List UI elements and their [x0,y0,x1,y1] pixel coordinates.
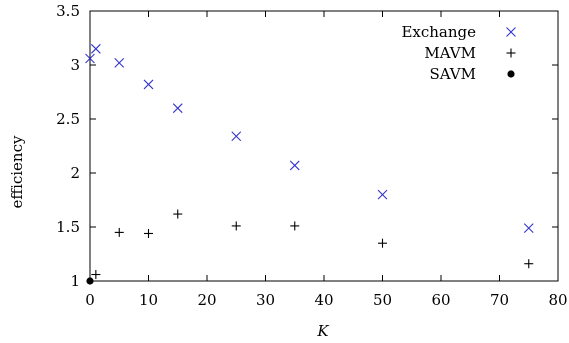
data-point [114,227,124,237]
axis-ticks [89,10,559,282]
data-point [231,221,241,231]
marker-stroke [523,223,534,233]
data-point [290,221,300,231]
legend-marker-mavm [506,48,516,58]
data-point [173,209,183,219]
series-mavm [91,209,534,280]
x-tick-label: 50 [373,291,392,309]
legend-label-savm: SAVM [429,65,476,83]
data-point [377,189,388,200]
series-exchange [85,43,534,233]
x-tick-label: 70 [490,291,509,309]
legend-marker-savm [507,70,515,78]
y-axis-label: efficiency [8,135,26,208]
marker-dot [86,277,94,285]
data-marks [85,43,534,285]
legend: Exchange MAVM SAVM [401,23,516,83]
data-point [85,53,95,64]
marker-stroke [289,160,300,171]
y-tick-label: 1.5 [56,218,80,236]
x-tick-label: 80 [548,291,567,309]
x-tick-label: 20 [197,291,216,309]
marker-stroke [114,57,125,68]
x-tick-label: 60 [431,291,450,309]
marker-stroke [506,27,516,37]
data-point [114,57,125,68]
plot-frame [89,10,559,282]
data-point [143,79,154,90]
data-point [144,228,153,238]
data-point [524,259,534,269]
marker-stroke [90,43,101,54]
x-axis-label: K [316,322,329,340]
y-tick-label: 3.5 [56,2,80,20]
legend-marker-exchange [506,27,516,37]
data-point [86,277,94,285]
y-tick-label: 2 [70,164,80,182]
data-point [90,43,101,54]
y-tick-label: 2.5 [56,110,80,128]
data-point [172,103,183,114]
x-tick-label: 10 [139,291,158,309]
x-tick-label: 0 [85,291,95,309]
marker-dot [507,70,515,78]
marker-stroke [377,189,388,200]
x-tick-label: 40 [314,291,333,309]
marker-stroke [231,131,242,142]
data-point [523,223,534,233]
data-point [378,238,387,248]
marker-stroke [143,79,154,90]
tick-labels: 0 10 20 30 40 50 60 70 80 1 1.5 2 2.5 3 3.5 [56,2,567,309]
x-tick-label: 30 [256,291,275,309]
y-tick-label: 1 [70,272,80,290]
y-tick-label: 3 [70,56,80,74]
data-point [289,160,300,171]
marker-stroke [172,103,183,114]
series-savm [86,277,94,285]
legend-label-mavm: MAVM [424,44,476,62]
marker-stroke [85,53,95,64]
legend-label-exchange: Exchange [401,23,476,41]
data-point [231,131,242,142]
data-point [91,270,101,280]
plot-border [89,10,559,282]
